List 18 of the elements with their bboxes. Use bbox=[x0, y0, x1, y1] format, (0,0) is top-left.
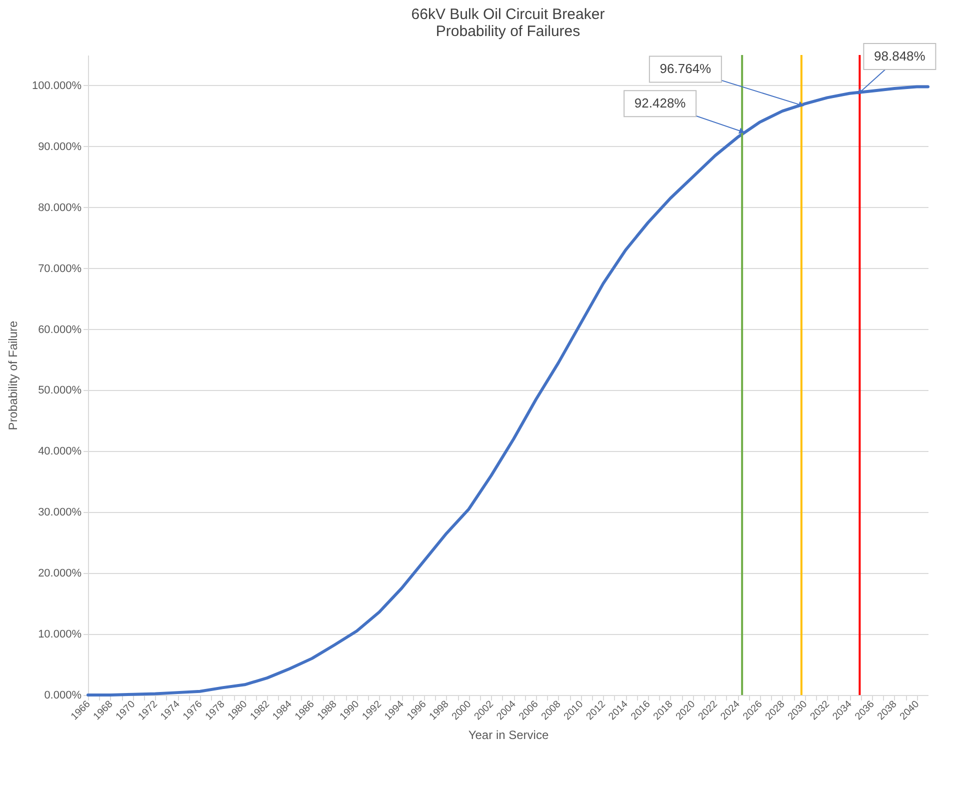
y-tick-label: 60.000% bbox=[38, 324, 82, 336]
y-tick-label: 20.000% bbox=[38, 568, 82, 580]
y-tick-label: 90.000% bbox=[38, 140, 82, 153]
y-tick-label: 50.000% bbox=[38, 384, 82, 397]
y-tick-label: 70.000% bbox=[38, 262, 82, 275]
y-tick-label: 100.000% bbox=[32, 80, 82, 92]
y-axis-title: Probability of Failure bbox=[6, 320, 20, 430]
annotation: 92.428% bbox=[634, 96, 686, 111]
annotation: 96.764% bbox=[660, 61, 712, 76]
y-tick-label: 30.000% bbox=[38, 506, 82, 519]
x-axis-title: Year in Service bbox=[468, 728, 549, 742]
y-tick-label: 80.000% bbox=[38, 202, 82, 214]
y-tick-label: 10.000% bbox=[38, 628, 82, 641]
y-tick-label: 0.000% bbox=[44, 690, 82, 702]
y-tick-label: 40.000% bbox=[38, 446, 82, 458]
text: Probability of Failures bbox=[436, 23, 580, 40]
annotation: 98.848% bbox=[874, 48, 926, 64]
text: 66kV Bulk Oil Circuit Breaker bbox=[411, 6, 605, 23]
